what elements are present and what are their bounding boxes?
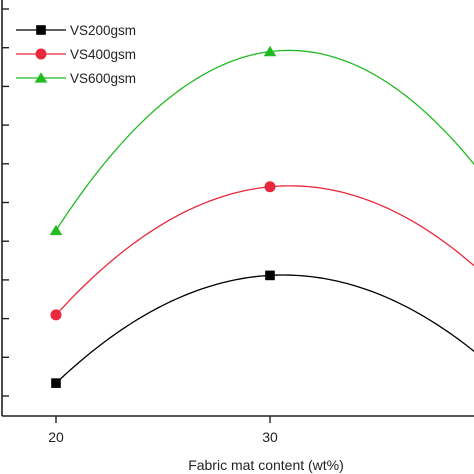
data-point-vs200gsm bbox=[265, 270, 275, 281]
x-axis-label: Fabric mat content (wt%) bbox=[188, 457, 344, 473]
data-point-vs200gsm bbox=[51, 378, 61, 388]
series-line-vs400gsm bbox=[55, 185, 474, 316]
data-point-vs600gsm bbox=[49, 224, 63, 236]
legend-marker bbox=[36, 25, 46, 35]
x-tick-label: 30 bbox=[262, 429, 278, 445]
legend-marker bbox=[35, 48, 47, 60]
legend-label: VS400gsm bbox=[70, 47, 136, 62]
plot-area bbox=[49, 45, 474, 388]
legend-marker bbox=[34, 72, 48, 83]
data-point-vs400gsm bbox=[50, 309, 62, 321]
data-point-vs400gsm bbox=[264, 181, 276, 193]
legend-label: VS200gsm bbox=[70, 23, 136, 38]
legend: VS200gsm VS400gsm VS600gsm bbox=[16, 23, 136, 86]
legend-label: VS600gsm bbox=[70, 71, 136, 86]
series-line-vs200gsm bbox=[55, 274, 474, 384]
axes: 20 30 bbox=[1, 0, 474, 445]
data-point-vs600gsm bbox=[263, 45, 277, 57]
x-tick-label: 20 bbox=[48, 429, 64, 445]
